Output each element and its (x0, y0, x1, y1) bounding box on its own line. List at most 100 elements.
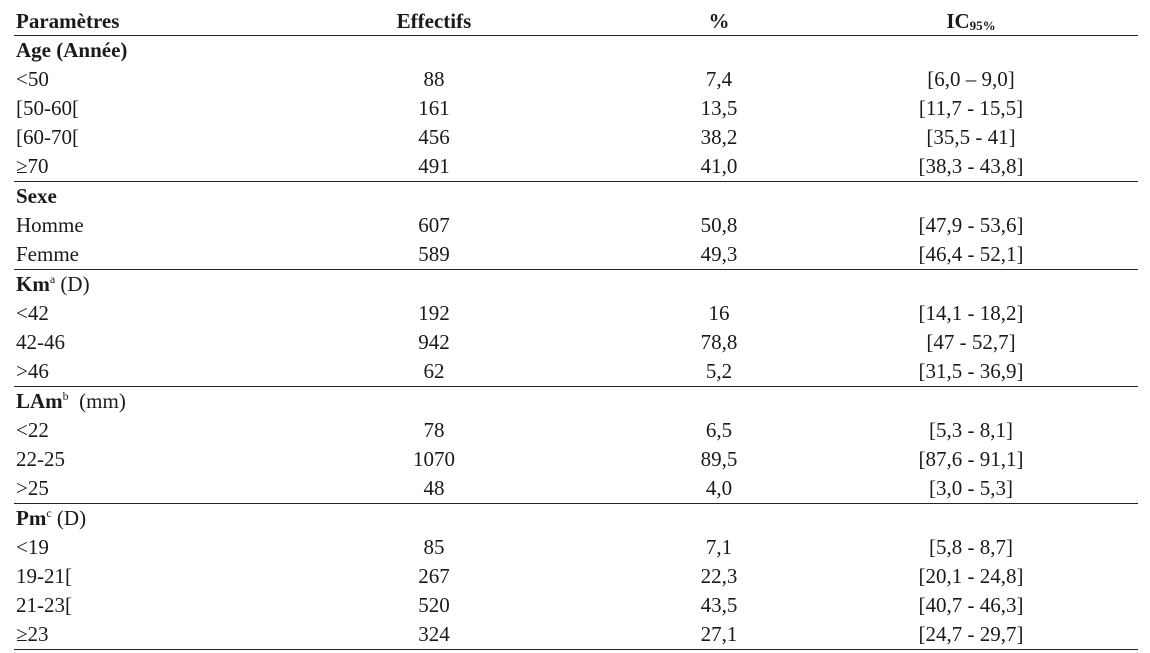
cell-parametre: [60-70[ (16, 125, 79, 149)
cell-parametre: 22-25 (16, 447, 65, 471)
table-row: ≥23 324 27,1 [24,7 - 29,7] (14, 620, 1138, 650)
header-ic95: IC95% (804, 7, 1138, 36)
group-label: Sexe (16, 184, 57, 208)
cell-effectif: 520 (418, 593, 450, 617)
cell-effectif: 324 (234, 620, 634, 650)
cell-parametre: >25 (16, 476, 49, 500)
header-percent: % (634, 7, 804, 36)
group-row: Pmc (D) (14, 503, 1138, 533)
cell-percent: 50,8 (700, 213, 738, 237)
table-row: 22-25 1070 89,5 [87,6 - 91,1] (14, 445, 1138, 474)
table-row: [50-60[161 13,5 [11,7 - 15,5] (14, 94, 1138, 123)
cell-ic95: [5,3 - 8,1] (929, 418, 1013, 442)
table-row: >25 48 4,0 [3,0 - 5,3] (14, 474, 1138, 504)
table-row: 42-46 942 78,8 [47 - 52,7] (14, 328, 1138, 357)
cell-ic95: [47,9 - 53,6] (918, 213, 1024, 237)
group-footnote-mark: a (49, 272, 56, 286)
cell-effectif: 88 (423, 67, 445, 91)
group-title: Age (Année) (14, 36, 1138, 66)
group-row: Age (Année) (14, 36, 1138, 66)
cell-effectif: 942 (418, 330, 450, 354)
group-row: Kma (D) (14, 269, 1138, 299)
cell-ic95: [31,5 - 36,9] (918, 359, 1024, 383)
table-row: >46 62 5,2 [31,5 - 36,9] (14, 357, 1138, 387)
cell-effectif: 267 (418, 564, 450, 588)
cell-effectif: 192 (418, 301, 450, 325)
cell-effectif: 161 (418, 96, 450, 120)
cell-percent: 38,2 (700, 125, 738, 149)
table-row: 21-23[520 43,5 [40,7 - 46,3] (14, 591, 1138, 620)
cell-ic95: [14,1 - 18,2] (918, 301, 1024, 325)
table-row: Femme 589 49,3 [46,4 - 52,1] (14, 240, 1138, 270)
table-row: <19 85 7,1 [5,8 - 8,7] (14, 533, 1138, 562)
cell-effectif: 85 (423, 535, 445, 559)
cell-ic95: [40,7 - 46,3] (918, 593, 1024, 617)
header-effectifs: Effectifs (234, 7, 634, 36)
cell-effectif: 589 (418, 242, 450, 266)
group-label: Km (16, 272, 50, 296)
cell-ic95: [35,5 - 41] (926, 125, 1016, 149)
cell-parametre: >46 (16, 359, 49, 383)
group-title: Kma (D) (14, 269, 1138, 299)
cell-ic95: [47 - 52,7] (926, 330, 1016, 354)
group-label: LAm (16, 389, 63, 413)
group-footnote-mark: b (62, 389, 69, 403)
cell-ic95: [38,3 - 43,8] (918, 154, 1024, 178)
group-row: LAmb (mm) (14, 386, 1138, 416)
table-row: <42 192 16 [14,1 - 18,2] (14, 299, 1138, 328)
cell-parametre: 19-21[ (16, 564, 72, 588)
cell-percent: 7,4 (705, 67, 733, 91)
group-label: Age (Année) (16, 38, 128, 62)
cell-parametre: <19 (16, 535, 49, 559)
cell-effectif: 62 (423, 359, 445, 383)
cell-parametre: <42 (16, 301, 49, 325)
cell-ic95: [20,1 - 24,8] (918, 564, 1024, 588)
cell-percent: 4,0 (705, 476, 733, 500)
cell-ic95: [87,6 - 91,1] (918, 447, 1024, 471)
cell-parametre: [50-60[ (16, 96, 79, 120)
cell-parametre: <50 (16, 67, 49, 91)
cell-parametre: Femme (16, 242, 79, 266)
group-unit: (D) (51, 506, 87, 530)
table-row: 19-21[ 267 22,3 [20,1 - 24,8] (14, 562, 1138, 591)
group-unit: (mm) (68, 389, 126, 413)
cell-percent: 5,2 (705, 359, 733, 383)
cell-ic95: [5,8 - 8,7] (929, 535, 1013, 559)
cell-percent: 78,8 (700, 330, 738, 354)
group-unit: (D) (55, 272, 90, 296)
cell-percent: 6,5 (705, 418, 733, 442)
cell-percent: 89,5 (700, 447, 738, 471)
header-ic-sub: 95% (969, 18, 996, 33)
cell-parametre: 42-46 (16, 330, 65, 354)
cell-percent: 49,3 (700, 242, 738, 266)
table-row: Homme 607 50,8 [47,9 - 53,6] (14, 211, 1138, 240)
cell-percent: 16 (708, 301, 730, 325)
cell-percent: 41,0 (700, 154, 738, 178)
cell-percent: 7,1 (705, 535, 733, 559)
cell-percent: 22,3 (700, 564, 738, 588)
group-footnote-mark: c (46, 506, 52, 520)
header-ic-main: IC (946, 9, 970, 33)
cell-effectif: 78 (423, 418, 445, 442)
cell-ic95: [3,0 - 5,3] (929, 476, 1013, 500)
table-row: <50 88 7,4 [6,0 – 9,0] (14, 65, 1138, 94)
group-title: Pmc (D) (14, 503, 1138, 533)
group-title: Sexe (14, 181, 1138, 211)
cell-ic95: [11,7 - 15,5] (918, 96, 1024, 120)
group-row: Sexe (14, 181, 1138, 211)
cell-parametre: 21-23[ (16, 593, 72, 617)
table-body: Age (Année) <50 88 7,4 [6,0 – 9,0] [50-60[161… (14, 36, 1138, 650)
cell-effectif: 607 (418, 213, 450, 237)
cell-parametre: ≥70 (16, 154, 49, 178)
cell-percent: 27,1 (634, 620, 804, 650)
header-row: Paramètres Effectifs % IC95% (14, 7, 1138, 36)
document-page: Paramètres Effectifs % IC95% Age (Année)… (14, 7, 1138, 650)
cell-parametre: ≥23 (14, 620, 234, 650)
group-title: LAmb (mm) (14, 386, 1138, 416)
cell-parametre: Homme (16, 213, 84, 237)
table-row: [60-70[456 38,2 [35,5 - 41] (14, 123, 1138, 152)
table-row: ≥70 491 41,0 [38,3 - 43,8] (14, 152, 1138, 182)
cell-effectif: 48 (423, 476, 445, 500)
cell-ic95: [46,4 - 52,1] (918, 242, 1024, 266)
cell-parametre: <22 (16, 418, 49, 442)
